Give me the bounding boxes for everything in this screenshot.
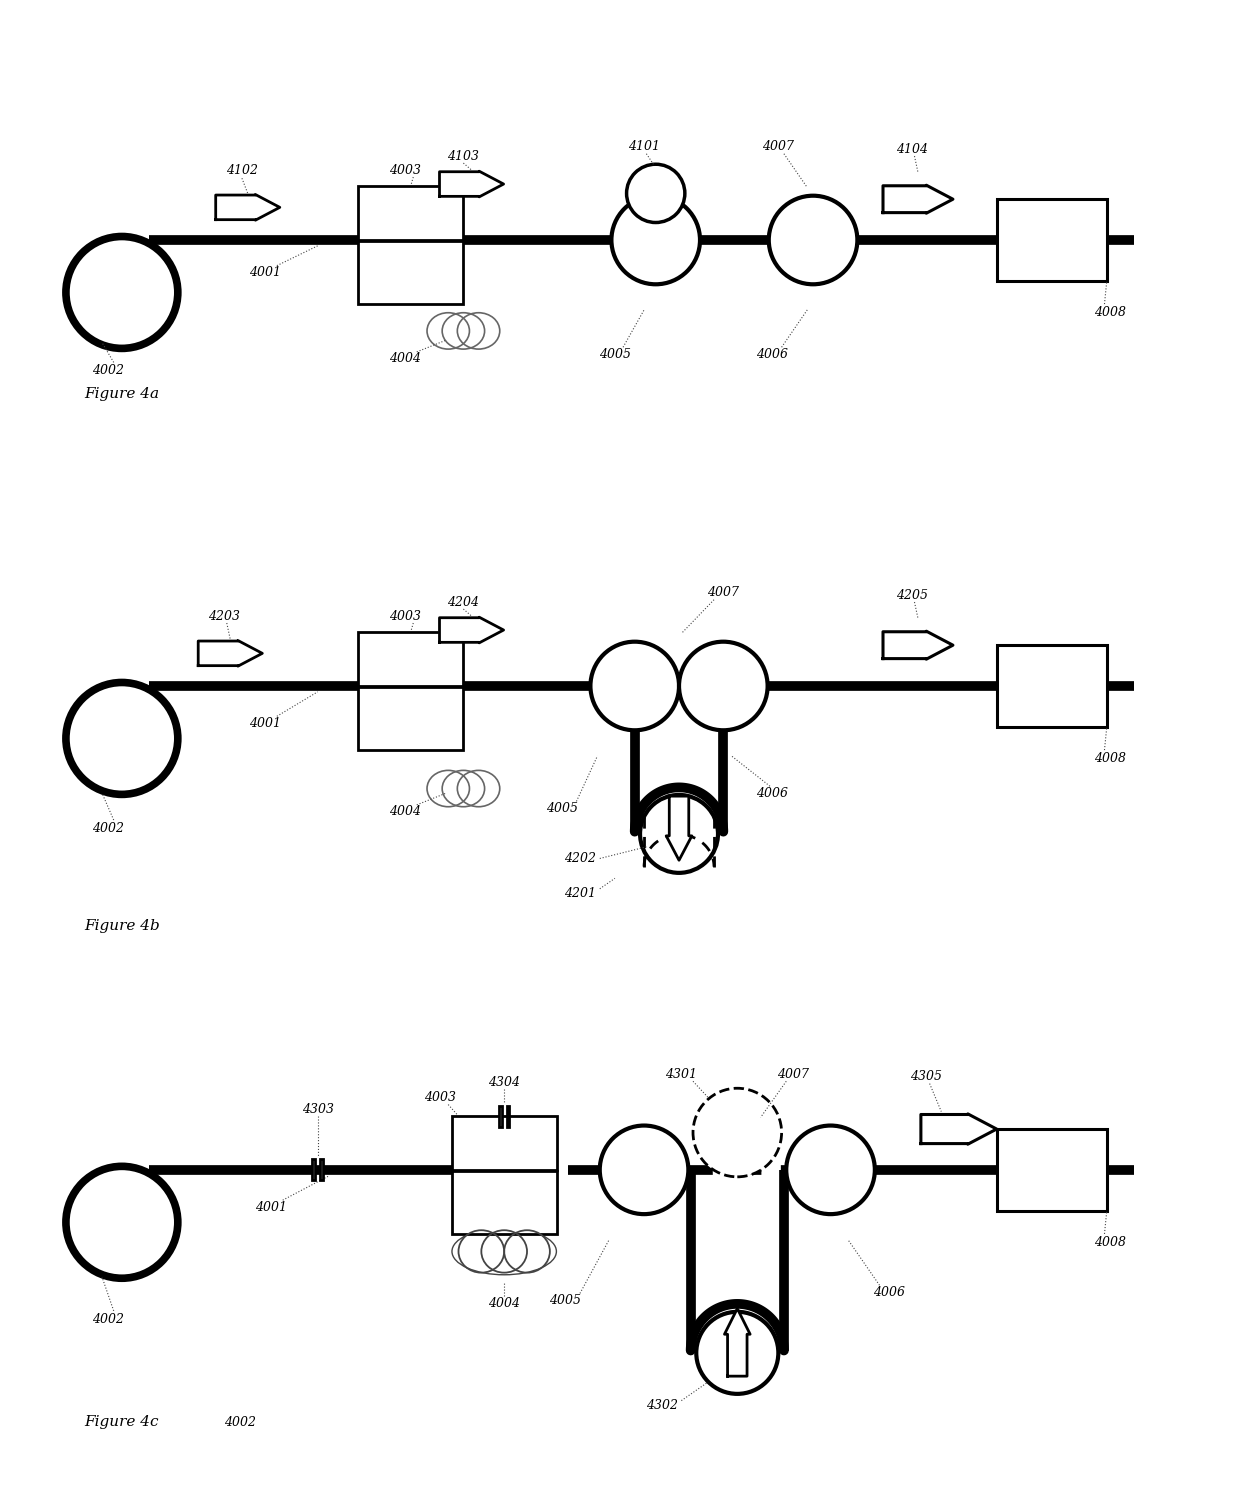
Text: 4001: 4001 bbox=[255, 1200, 288, 1214]
Text: 4201: 4201 bbox=[564, 887, 596, 901]
Polygon shape bbox=[883, 185, 954, 214]
Text: 4008: 4008 bbox=[1094, 1235, 1126, 1248]
Text: 4104: 4104 bbox=[897, 143, 929, 155]
Bar bbox=[451, 1116, 557, 1170]
Text: 4205: 4205 bbox=[897, 589, 929, 601]
Ellipse shape bbox=[786, 1125, 875, 1214]
Text: 4304: 4304 bbox=[489, 1075, 521, 1089]
Text: 4002: 4002 bbox=[92, 1313, 124, 1325]
Text: 4006: 4006 bbox=[756, 348, 789, 361]
Bar bbox=[498, 1105, 502, 1126]
Text: 4003: 4003 bbox=[424, 1090, 456, 1104]
Ellipse shape bbox=[697, 1312, 779, 1395]
Text: 4007: 4007 bbox=[763, 140, 794, 154]
Text: 4008: 4008 bbox=[1094, 751, 1126, 765]
Polygon shape bbox=[724, 1309, 750, 1376]
Text: 4303: 4303 bbox=[301, 1102, 334, 1116]
Bar bbox=[997, 199, 1107, 280]
Ellipse shape bbox=[626, 164, 684, 223]
Text: 4301: 4301 bbox=[666, 1068, 697, 1081]
Ellipse shape bbox=[600, 1125, 688, 1214]
Bar bbox=[358, 687, 464, 750]
Polygon shape bbox=[883, 631, 954, 660]
Text: 4005: 4005 bbox=[599, 348, 631, 361]
Text: 4005: 4005 bbox=[549, 1294, 580, 1307]
Text: 4004: 4004 bbox=[389, 352, 422, 366]
Polygon shape bbox=[666, 797, 692, 860]
Text: 4007: 4007 bbox=[777, 1068, 810, 1081]
Text: 4006: 4006 bbox=[873, 1286, 905, 1298]
Text: 4007: 4007 bbox=[707, 586, 739, 599]
Text: 4302: 4302 bbox=[646, 1399, 677, 1411]
Bar bbox=[506, 1105, 510, 1126]
Text: 4202: 4202 bbox=[564, 852, 596, 864]
Text: 4102: 4102 bbox=[226, 164, 258, 176]
Text: 4002: 4002 bbox=[92, 822, 124, 834]
Polygon shape bbox=[198, 640, 263, 666]
Text: 4004: 4004 bbox=[489, 1297, 521, 1310]
Text: Figure 4a: Figure 4a bbox=[84, 387, 160, 401]
Text: 4101: 4101 bbox=[627, 140, 660, 154]
Ellipse shape bbox=[66, 682, 177, 794]
Ellipse shape bbox=[66, 236, 177, 348]
Bar bbox=[320, 1160, 322, 1181]
Bar bbox=[997, 1130, 1107, 1211]
Text: 4002: 4002 bbox=[92, 364, 124, 376]
Text: Figure 4b: Figure 4b bbox=[84, 919, 160, 934]
Text: 4204: 4204 bbox=[448, 595, 480, 608]
Bar bbox=[451, 1172, 557, 1233]
Text: 4003: 4003 bbox=[389, 610, 422, 622]
Text: 4001: 4001 bbox=[249, 267, 281, 279]
Ellipse shape bbox=[640, 795, 718, 873]
Text: 4001: 4001 bbox=[249, 717, 281, 730]
Text: 4005: 4005 bbox=[547, 801, 579, 815]
Ellipse shape bbox=[590, 642, 680, 730]
Bar bbox=[358, 241, 464, 304]
Text: 4203: 4203 bbox=[208, 610, 241, 622]
Ellipse shape bbox=[66, 1166, 177, 1279]
Polygon shape bbox=[439, 172, 503, 197]
Bar bbox=[358, 187, 464, 239]
Text: Figure 4c: Figure 4c bbox=[84, 1414, 159, 1429]
Ellipse shape bbox=[693, 1089, 781, 1176]
Text: 4008: 4008 bbox=[1094, 306, 1126, 319]
Polygon shape bbox=[216, 194, 280, 220]
Text: 4002: 4002 bbox=[224, 1416, 257, 1429]
Text: 4004: 4004 bbox=[389, 806, 422, 818]
Text: 4103: 4103 bbox=[448, 149, 480, 163]
Bar bbox=[312, 1160, 315, 1181]
Polygon shape bbox=[439, 617, 503, 643]
Ellipse shape bbox=[680, 642, 768, 730]
Bar bbox=[997, 645, 1107, 727]
Polygon shape bbox=[921, 1114, 997, 1145]
Text: 4006: 4006 bbox=[756, 786, 789, 800]
Ellipse shape bbox=[611, 196, 701, 285]
Text: 4003: 4003 bbox=[389, 164, 422, 176]
Text: 4305: 4305 bbox=[910, 1071, 942, 1083]
Ellipse shape bbox=[769, 196, 857, 285]
Bar bbox=[358, 633, 464, 685]
